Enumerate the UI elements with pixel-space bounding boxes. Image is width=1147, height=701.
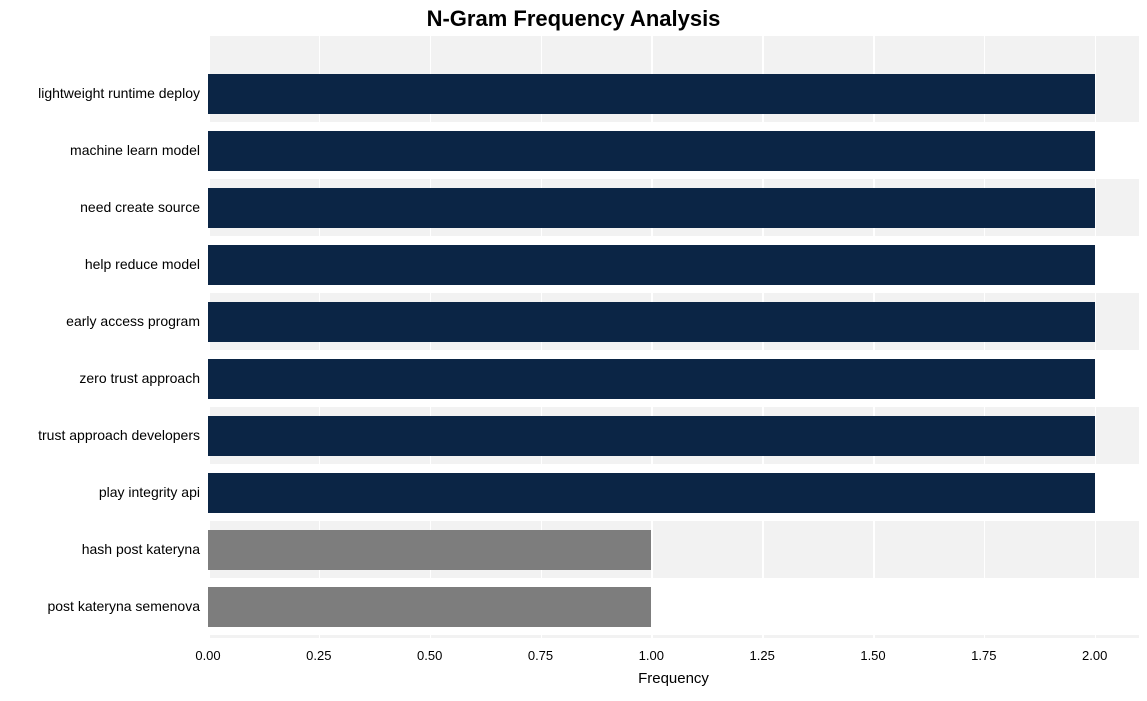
y-tick-label: hash post kateryna: [0, 541, 200, 557]
row-band: [208, 635, 1139, 639]
x-tick-label: 2.00: [1082, 648, 1107, 663]
bar: [208, 530, 651, 570]
y-tick-label: need create source: [0, 199, 200, 215]
bar: [208, 245, 1095, 285]
x-tick-label: 0.00: [195, 648, 220, 663]
y-tick-label: machine learn model: [0, 142, 200, 158]
bar: [208, 359, 1095, 399]
bar: [208, 302, 1095, 342]
x-tick-label: 0.50: [417, 648, 442, 663]
x-tick-label: 0.75: [528, 648, 553, 663]
bar: [208, 188, 1095, 228]
chart-title: N-Gram Frequency Analysis: [0, 6, 1147, 32]
gridline: [1095, 36, 1097, 638]
bar: [208, 131, 1095, 171]
x-tick-label: 1.00: [639, 648, 664, 663]
bar: [208, 74, 1095, 114]
x-tick-label: 1.25: [750, 648, 775, 663]
y-tick-label: lightweight runtime deploy: [0, 85, 200, 101]
y-tick-label: post kateryna semenova: [0, 598, 200, 614]
x-tick-label: 0.25: [306, 648, 331, 663]
bar: [208, 587, 651, 627]
row-band: [208, 36, 1139, 65]
y-tick-label: play integrity api: [0, 484, 200, 500]
x-tick-label: 1.50: [860, 648, 885, 663]
bar: [208, 473, 1095, 513]
x-axis-label: Frequency: [208, 670, 1139, 687]
bar: [208, 416, 1095, 456]
y-tick-label: help reduce model: [0, 256, 200, 272]
y-tick-label: zero trust approach: [0, 370, 200, 386]
y-tick-label: trust approach developers: [0, 427, 200, 443]
plot-area: [208, 36, 1139, 638]
x-tick-label: 1.75: [971, 648, 996, 663]
chart-container: N-Gram Frequency Analysis Frequency ligh…: [0, 0, 1147, 701]
y-tick-label: early access program: [0, 313, 200, 329]
